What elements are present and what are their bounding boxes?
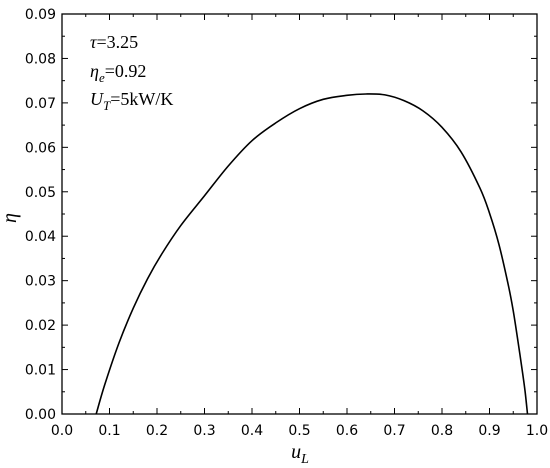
x-tick-label: 0.1	[98, 423, 120, 439]
series-line-0	[95, 93, 529, 415]
annotation-u-t: UT=5kW/K	[90, 89, 173, 113]
y-tick-label: 0.01	[25, 363, 56, 379]
x-tick-label: 0.6	[336, 423, 358, 439]
ticks-layer: 0.0 0.1 0.2 0.3 0.4 0.5 0.6 0.7 0.8 0.9 1.0 0.00 0.0…	[25, 7, 548, 439]
annotation-tau: τ=3.25	[90, 32, 138, 52]
y-tick-label: 0.03	[25, 274, 56, 290]
curve-layer	[95, 93, 529, 415]
x-tick-label: 0.9	[478, 423, 500, 439]
y-tick-label: 0.06	[25, 140, 56, 156]
plot-frame	[61, 13, 538, 415]
x-tick-label: 0.2	[146, 423, 168, 439]
x-tick-label: 0.8	[431, 423, 453, 439]
x-tick-label: 0.5	[288, 423, 310, 439]
x-tick-label: 0.4	[241, 423, 263, 439]
y-tick-label: 0.00	[25, 407, 56, 423]
annotations: τ=3.25 ηe=0.92 UT=5kW/K	[90, 32, 173, 113]
x-tick-label: 0.3	[193, 423, 215, 439]
y-tick-label: 0.02	[25, 318, 56, 334]
y-tick-label: 0.04	[25, 229, 56, 245]
x-axis-label: uL	[291, 441, 309, 467]
x-tick-label: 0.0	[51, 423, 73, 439]
x-tick-label: 0.7	[383, 423, 405, 439]
x-tick-label: 1.0	[526, 423, 548, 439]
y-tick-label: 0.07	[25, 96, 56, 112]
y-axis-label: η	[0, 213, 21, 223]
y-tick-label: 0.09	[25, 7, 56, 23]
annotation-eta-e: ηe=0.92	[90, 61, 146, 85]
y-tick-label: 0.05	[25, 185, 56, 201]
y-tick-label: 0.08	[25, 51, 56, 67]
